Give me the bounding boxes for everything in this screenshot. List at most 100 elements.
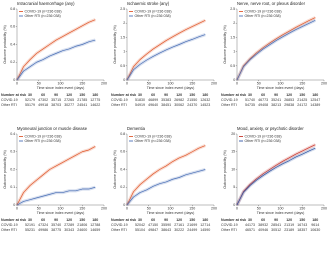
risk-time: 60 xyxy=(261,93,265,97)
y-tick-label: 0 xyxy=(123,203,125,207)
risk-row-label: COVID-19 xyxy=(111,98,128,102)
y-tick-label: 0.5 xyxy=(120,64,125,68)
y-tick-label: 0.6 xyxy=(10,25,15,29)
series-line xyxy=(236,147,316,206)
risk-time: 150 xyxy=(189,218,195,222)
risk-time: 120 xyxy=(176,93,182,97)
risk-time: 150 xyxy=(189,93,195,97)
risk-value: 10630 xyxy=(310,228,320,232)
series-line xyxy=(126,169,206,206)
risk-value: 55104 xyxy=(135,228,145,232)
risk-value: 35383 xyxy=(161,98,171,102)
y-tick-label: 0.8 xyxy=(10,7,15,11)
risk-header: Number at risk xyxy=(111,93,136,97)
risk-value: 14523 xyxy=(200,103,210,107)
risk-value: 30062 xyxy=(174,103,184,107)
y-tick-label: 2 xyxy=(123,21,125,25)
x-tick-label: 50 xyxy=(257,206,261,210)
x-tick-label: 150 xyxy=(189,81,195,85)
y-tick-label: 1 xyxy=(123,50,125,54)
risk-value: 49847 xyxy=(148,228,158,232)
risk-value: 12788 xyxy=(90,223,100,227)
risk-value: 21785 xyxy=(77,98,87,102)
x-tick-label: 150 xyxy=(299,81,305,85)
risk-row-label: COVID-19 xyxy=(221,223,238,227)
x-tick-label: 200 xyxy=(211,81,217,85)
confidence-band xyxy=(15,145,97,206)
y-tick-label: 5 xyxy=(233,185,235,189)
risk-time: 180 xyxy=(92,218,98,222)
risk-value: 35740 xyxy=(51,223,61,227)
risk-header: Number at risk xyxy=(1,93,26,97)
risk-time: 180 xyxy=(202,218,208,222)
series-line xyxy=(126,145,206,206)
x-axis-label: Time since index event (days) xyxy=(257,211,305,215)
series-line xyxy=(236,17,316,81)
risk-value: 27289 xyxy=(64,223,74,227)
risk-value: 24499 xyxy=(187,228,197,232)
x-tick-label: 150 xyxy=(79,206,85,210)
risk-time: 180 xyxy=(92,93,98,97)
risk-value: 24370 xyxy=(187,103,197,107)
y-tick-label: 1.5 xyxy=(120,35,125,39)
risk-value: 38451 xyxy=(161,103,171,107)
panel-title: Intracranial haemorrhage (any) xyxy=(17,1,75,6)
legend-label: COVID-19 (n=236 038) xyxy=(25,134,62,138)
y-tick-label: 0.8 xyxy=(120,132,125,136)
risk-time: 150 xyxy=(79,93,85,97)
series-line xyxy=(16,39,96,81)
legend-label: Other RTI (n=236 038) xyxy=(245,14,281,18)
risk-time: 60 xyxy=(151,218,155,222)
x-tick-label: 150 xyxy=(299,206,305,210)
legend-label: Other RTI (n=236 038) xyxy=(25,14,61,18)
y-tick-label: 0 xyxy=(233,78,235,82)
confidence-band xyxy=(16,185,96,207)
x-tick-label: 200 xyxy=(101,206,107,210)
y-axis-label: Outcome probability (%) xyxy=(113,150,117,189)
risk-time: 30 xyxy=(248,218,252,222)
panel-title: Ischaemic stroke (any) xyxy=(127,1,170,6)
risk-value: 30512 xyxy=(271,228,281,232)
risk-value: 44173 xyxy=(245,223,255,227)
risk-value: 12632 xyxy=(200,98,210,102)
risk-row-label: Other RTI xyxy=(1,228,17,232)
y-axis-label: Outcome probability (%) xyxy=(113,25,117,64)
y-tick-label: 2.5 xyxy=(230,7,235,11)
risk-time: 90 xyxy=(274,218,278,222)
x-tick-label: 0 xyxy=(126,81,128,85)
x-tick-label: 50 xyxy=(37,81,41,85)
risk-value: 30277 xyxy=(64,103,74,107)
legend-label: COVID-19 (n=236 038) xyxy=(135,9,172,13)
x-tick-label: 0 xyxy=(126,206,128,210)
confidence-band xyxy=(235,146,316,206)
risk-time: 30 xyxy=(28,218,32,222)
series-line xyxy=(16,19,96,81)
risk-time: 90 xyxy=(164,218,168,222)
x-tick-label: 150 xyxy=(189,206,195,210)
risk-value: 23189 xyxy=(284,228,294,232)
risk-time: 90 xyxy=(274,93,278,97)
risk-header: Number at risk xyxy=(221,218,246,222)
y-axis-label: Outcome probability (%) xyxy=(3,25,7,64)
series-line xyxy=(236,144,316,206)
risk-time: 90 xyxy=(164,93,168,97)
x-axis-label: Time since index event (days) xyxy=(147,86,195,90)
risk-value: 38643 xyxy=(161,228,171,232)
risk-time: 30 xyxy=(28,93,32,97)
legend-label: Other RTI (n=236 038) xyxy=(25,139,61,143)
risk-value: 46899 xyxy=(148,98,158,102)
panel-title: Myoneural junction or muscle disease xyxy=(17,126,88,131)
x-tick-label: 50 xyxy=(147,81,151,85)
risk-value: 12547 xyxy=(310,98,320,102)
risk-value: 28541 xyxy=(271,223,281,227)
risk-value: 35241 xyxy=(271,98,281,102)
risk-time: 60 xyxy=(41,93,45,97)
y-tick-label: 0 xyxy=(123,78,125,82)
legend-label: Other RTI (n=236 038) xyxy=(135,14,171,18)
risk-value: 30343 xyxy=(64,228,74,232)
legend-label: COVID-19 (n=236 038) xyxy=(25,9,62,13)
y-tick-label: 0.4 xyxy=(10,132,15,136)
risk-row-label: COVID-19 xyxy=(221,98,238,102)
x-tick-label: 50 xyxy=(147,206,151,210)
risk-value: 49408 xyxy=(258,103,268,107)
